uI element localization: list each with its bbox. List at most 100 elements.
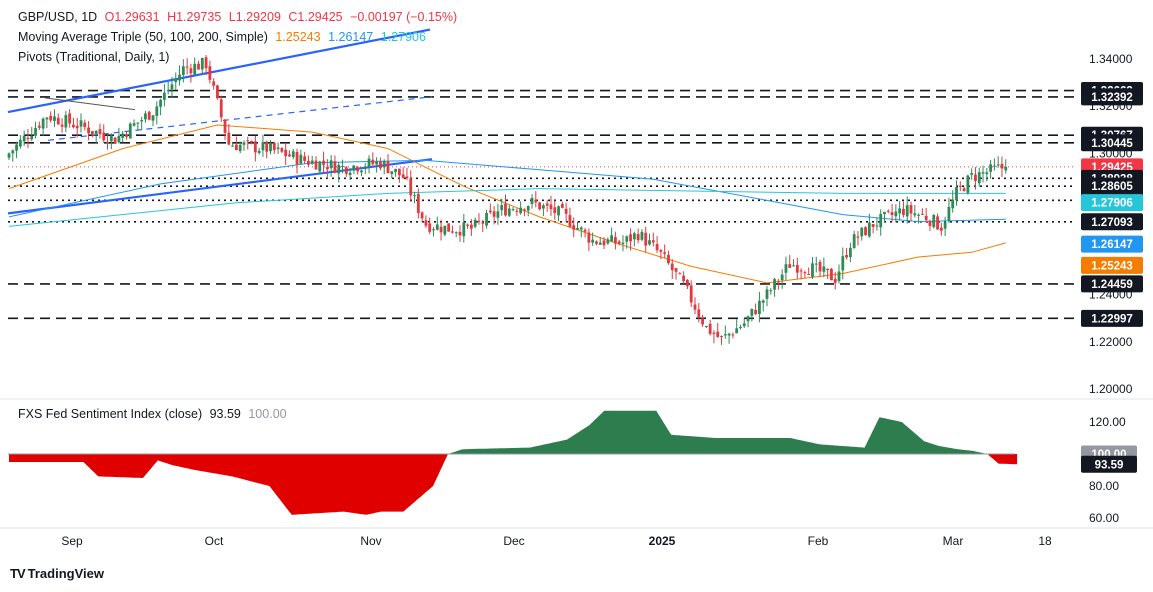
candle-body (989, 164, 993, 172)
candle-body (288, 154, 291, 157)
candle-body (924, 215, 928, 221)
candle-body (197, 63, 200, 70)
sentiment-tick-label: 80.00 (1089, 479, 1119, 493)
ma-label: Moving Average Triple (50, 100, 200, Sim… (18, 30, 268, 44)
candle-body (200, 58, 204, 70)
candle-body (420, 212, 424, 219)
candle (659, 249, 663, 260)
candle-body (136, 122, 140, 124)
candle-body (469, 224, 473, 229)
candle (189, 63, 193, 83)
candle (375, 157, 379, 173)
candle (769, 288, 773, 295)
candle (352, 164, 356, 174)
candle (526, 205, 530, 217)
candle (144, 110, 147, 123)
candle-body (488, 210, 492, 213)
candle (784, 256, 788, 281)
candle-body (974, 174, 977, 181)
candle-body (18, 139, 22, 147)
candle-body (686, 279, 689, 286)
candle-body (917, 214, 920, 216)
candle-body (113, 137, 117, 144)
candle (860, 227, 864, 241)
low-value: L1.29209 (228, 10, 281, 24)
candle (920, 208, 924, 216)
candle (379, 157, 382, 171)
tradingview-logo[interactable]: TV TradingView (10, 566, 104, 581)
candle-body (598, 242, 602, 245)
candle-body (621, 242, 625, 244)
candle-body (758, 300, 761, 315)
price-tick-label: 1.34000 (1089, 52, 1133, 66)
candle-body (693, 304, 697, 310)
candle (932, 213, 936, 229)
candle-body (348, 172, 352, 175)
candle-body (515, 210, 519, 212)
candle (602, 237, 606, 250)
candle-body (560, 204, 564, 208)
candle (939, 222, 943, 236)
price-badge-label: 1.32392 (1091, 92, 1133, 104)
candle-body (951, 199, 955, 209)
candle-body (814, 263, 818, 265)
candle-body (807, 274, 811, 276)
candle-body (852, 234, 856, 249)
candle-body (564, 208, 568, 214)
candle-body (557, 206, 560, 216)
candle-body (583, 229, 587, 232)
candle (276, 142, 280, 154)
candle (159, 98, 162, 116)
candle (272, 141, 276, 154)
candle (34, 121, 37, 139)
candle-body (723, 334, 727, 336)
candle-body (276, 147, 280, 149)
candle (79, 113, 83, 133)
candle (64, 110, 68, 133)
candle-body (746, 316, 750, 322)
candle-body (636, 234, 640, 241)
candle (106, 135, 109, 150)
candle (367, 155, 371, 174)
candle-body (610, 235, 614, 242)
candle (303, 151, 307, 164)
candle-body (379, 161, 382, 169)
candle-body (424, 220, 428, 226)
candle-body (837, 271, 841, 282)
candle-body (913, 213, 917, 216)
candle-body (178, 74, 181, 81)
candle (125, 132, 128, 140)
candle (568, 207, 572, 229)
candle-body (386, 161, 390, 174)
sentiment-badge: 93.59 (1081, 455, 1137, 473)
change-value: −0.00197 (−0.15%) (350, 10, 458, 24)
price-badge-label: 1.30445 (1091, 138, 1133, 150)
candle (253, 135, 257, 162)
candle (663, 244, 667, 258)
price-badge: 1.28605 (1081, 177, 1143, 195)
candle (439, 219, 443, 241)
candle (397, 168, 401, 183)
candle (504, 194, 507, 217)
candle (314, 156, 318, 170)
candle-body (22, 135, 26, 142)
candle (739, 324, 742, 330)
candle (742, 318, 746, 328)
candle (989, 159, 993, 179)
candle (799, 268, 803, 280)
candle (788, 254, 792, 269)
candle-body (56, 117, 60, 125)
candle-body (394, 168, 397, 173)
candle-body (310, 160, 314, 164)
candle (985, 167, 989, 182)
price-badge-label: 1.24459 (1091, 279, 1133, 291)
candle (758, 291, 761, 323)
trendline-lower (7, 158, 433, 215)
candle (890, 203, 894, 222)
candle-body (985, 172, 989, 175)
candle (572, 217, 576, 238)
price-tick-label: 1.20000 (1089, 382, 1133, 396)
candle-body (117, 135, 121, 143)
candle-body (894, 211, 898, 217)
